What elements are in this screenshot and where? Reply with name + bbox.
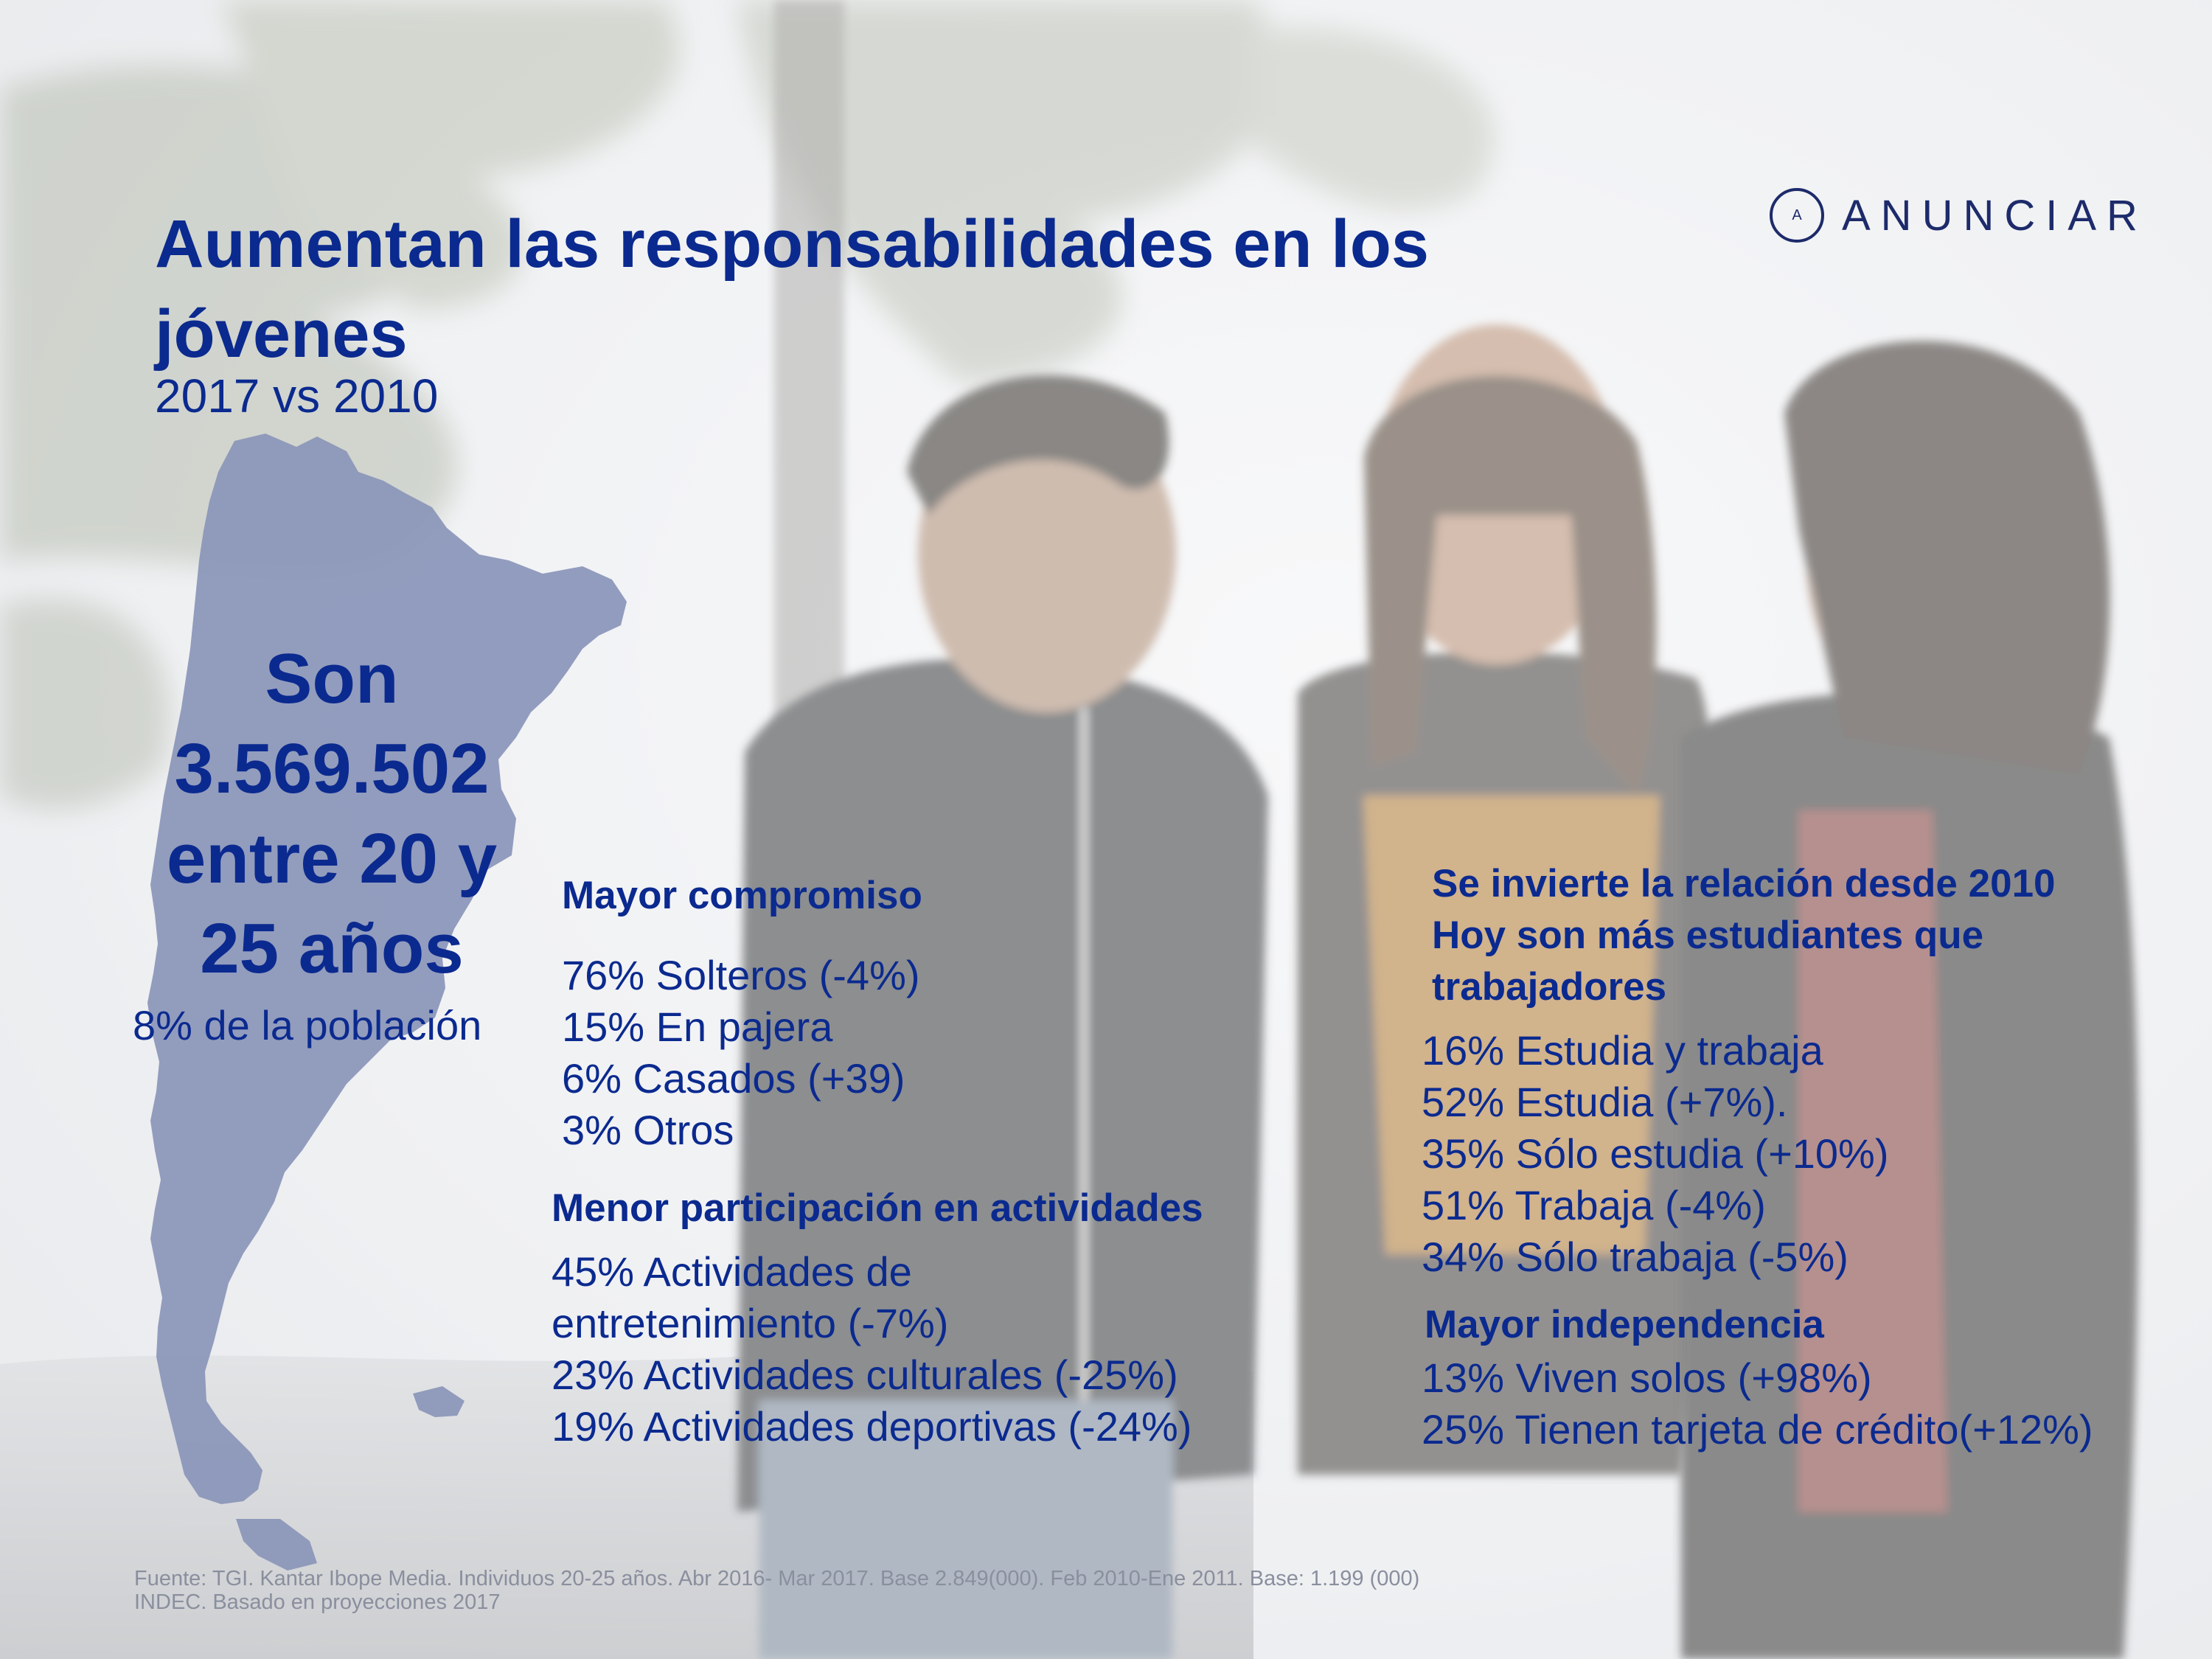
source-footnote: Fuente: TGI. Kantar Ibope Media. Individ… (134, 1567, 1419, 1614)
list-item: 13% Viven solos (+98%) (1422, 1354, 1872, 1401)
heading-line: trabajadores (1432, 965, 1667, 1009)
list-item: 45% Actividades de (552, 1248, 912, 1295)
highlight-line: entre 20 y (166, 819, 498, 898)
logo-mark-icon: A (1770, 188, 1824, 243)
population-note: 8% de la población (133, 1002, 482, 1048)
list-item: 23% Actividades culturales (-25%) (552, 1352, 1178, 1398)
list-item: 16% Estudia y trabaja (1422, 1027, 1823, 1074)
footnote-line: Fuente: TGI. Kantar Ibope Media. Individ… (134, 1567, 1420, 1590)
list-item: 15% En pajera (562, 1004, 833, 1050)
list-item: entretenimiento (-7%) (552, 1300, 949, 1346)
list-item: 35% Sólo estudia (+10%) (1422, 1130, 1889, 1177)
heading-line: Hoy son más estudiantes que (1432, 914, 1984, 957)
section-heading-compromiso: Mayor compromiso (562, 874, 922, 917)
section-heading-estudio: Se invierte la relación desde 2010 Hoy s… (1432, 858, 2056, 1013)
list-item: 34% Sólo trabaja (-5%) (1422, 1234, 1848, 1280)
list-independencia: 13% Viven solos (+98%) 25% Tienen tarjet… (1422, 1352, 2093, 1455)
logo-text: ANUNCIAR (1842, 191, 2148, 240)
list-item: 52% Estudia (+7%). (1422, 1079, 1788, 1125)
highlight-line: 3.569.502 (174, 729, 490, 808)
page-title: Aumentan las responsabilidades en los jó… (155, 206, 1430, 372)
population-highlight: Son 3.569.502 entre 20 y 25 años (136, 634, 527, 994)
anunciar-logo: A ANUNCIAR (1770, 188, 2148, 243)
list-item: 6% Casados (+39) (562, 1055, 905, 1102)
section-heading-actividades: Menor participación en actividades (552, 1186, 1203, 1230)
heading-line: Se invierte la relación desde 2010 (1432, 862, 2056, 905)
highlight-line: Son (265, 639, 399, 718)
section-heading-independencia: Mayor independencia (1425, 1303, 1824, 1346)
highlight-line: 25 años (200, 909, 464, 988)
footnote-line: INDEC. Basado en proyecciones 2017 (134, 1590, 501, 1614)
list-item: 76% Solteros (-4%) (562, 952, 920, 998)
list-item: 25% Tienen tarjeta de crédito(+12%) (1422, 1406, 2093, 1453)
list-compromiso: 76% Solteros (-4%) 15% En pajera 6% Casa… (562, 950, 920, 1156)
list-actividades: 45% Actividades de entretenimiento (-7%)… (552, 1246, 1192, 1453)
page-subtitle: 2017 vs 2010 (155, 369, 439, 422)
list-item: 19% Actividades deportivas (-24%) (552, 1403, 1192, 1450)
list-estudio: 16% Estudia y trabaja 52% Estudia (+7%).… (1422, 1025, 1889, 1283)
list-item: 3% Otros (562, 1107, 734, 1153)
list-item: 51% Trabaja (-4%) (1422, 1182, 1766, 1228)
